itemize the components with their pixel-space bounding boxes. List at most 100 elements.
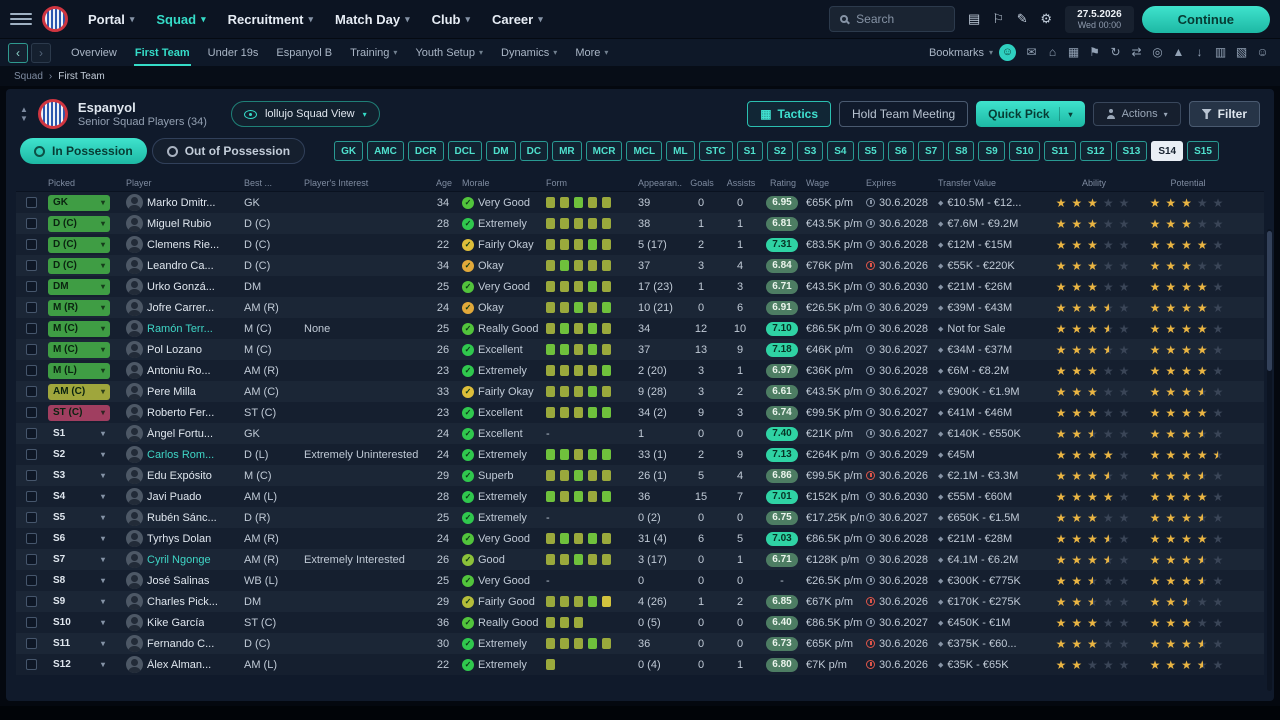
forward-button[interactable]: › bbox=[31, 42, 51, 63]
table-row[interactable]: S8 ▾ José Salinas WB (L) 25 ✓ Very Good -0 0 0- €2… bbox=[16, 570, 1264, 591]
row-checkbox[interactable] bbox=[26, 344, 37, 355]
table-row[interactable]: M (C) ▾ Ramón Terr... M (C) None 25 ✓ Really Go… bbox=[16, 318, 1264, 339]
club-vision-icon[interactable]: ⌂ bbox=[1043, 43, 1062, 62]
filter-s11[interactable]: S11 bbox=[1044, 141, 1076, 161]
player-name[interactable]: Charles Pick... bbox=[147, 595, 218, 608]
player-name[interactable]: Kike García bbox=[147, 616, 205, 629]
row-checkbox[interactable] bbox=[26, 659, 37, 670]
picked-position-dropdown[interactable]: DM ▾ bbox=[48, 278, 110, 295]
player-name[interactable]: Ángel Fortu... bbox=[147, 427, 214, 440]
filter-s13[interactable]: S13 bbox=[1115, 141, 1148, 161]
squad-view-dropdown[interactable]: lollujo Squad View ▾ bbox=[230, 101, 380, 127]
player-name[interactable]: Fernando C... bbox=[147, 637, 215, 650]
table-row[interactable]: S12 ▾ Àlex Alman... AM (L) 22 ✓ Extremely 0 (4)… bbox=[16, 654, 1264, 675]
filter-amc[interactable]: AMC bbox=[367, 141, 404, 161]
player-name[interactable]: Ramón Terr... bbox=[147, 322, 213, 335]
picked-position-dropdown[interactable]: M (C) ▾ bbox=[48, 320, 110, 337]
filter-s14[interactable]: S14 bbox=[1151, 141, 1184, 161]
col-header-rating[interactable]: Rating bbox=[769, 178, 796, 188]
flag-icon[interactable]: ⚐ bbox=[987, 8, 1009, 30]
filter-mcr[interactable]: MCR bbox=[585, 141, 623, 161]
table-row[interactable]: D (C) ▾ Clemens Rie... D (C) 22 ✓ Fairly Okay 5… bbox=[16, 234, 1264, 255]
row-checkbox[interactable] bbox=[26, 218, 37, 229]
subnav-first-team[interactable]: First Team bbox=[126, 40, 199, 66]
actions-dropdown[interactable]: Actions ▾ bbox=[1092, 102, 1181, 126]
picked-slot-dropdown[interactable]: S1 ▾ bbox=[53, 428, 105, 439]
bookmarks-dropdown[interactable]: Bookmarks ▾ bbox=[928, 46, 993, 59]
scrollbar-track[interactable] bbox=[1267, 229, 1272, 691]
filter-s2[interactable]: S2 bbox=[766, 141, 794, 161]
filter-gk[interactable]: GK bbox=[334, 141, 364, 161]
picked-slot-dropdown[interactable]: S10 ▾ bbox=[53, 617, 105, 628]
player-name[interactable]: José Salinas bbox=[147, 574, 210, 587]
subnav-youth-setup[interactable]: Youth Setup ▾ bbox=[406, 40, 492, 66]
refresh-icon[interactable]: ↻ bbox=[1106, 43, 1125, 62]
picked-position-dropdown[interactable]: AM (C) ▾ bbox=[48, 383, 110, 400]
row-checkbox[interactable] bbox=[26, 596, 37, 607]
row-checkbox[interactable] bbox=[26, 554, 37, 565]
picked-position-dropdown[interactable]: GK ▾ bbox=[48, 194, 110, 211]
edit-icon[interactable]: ✎ bbox=[1011, 8, 1033, 30]
nav-match-day[interactable]: Match Day ▾ bbox=[325, 6, 420, 33]
filter-s15[interactable]: S15 bbox=[1187, 141, 1219, 161]
picked-slot-dropdown[interactable]: S3 ▾ bbox=[53, 470, 105, 481]
nav-recruitment[interactable]: Recruitment ▾ bbox=[218, 6, 323, 33]
col-header-expires[interactable]: Expires bbox=[866, 178, 897, 188]
quick-pick-button[interactable]: Quick Pick ▾ bbox=[976, 101, 1085, 127]
row-checkbox[interactable] bbox=[26, 512, 37, 523]
player-name[interactable]: Cyril Ngonge bbox=[147, 553, 211, 566]
date-display[interactable]: 27.5.2026 Wed 00:00 bbox=[1065, 5, 1134, 33]
sort-arrows[interactable]: ▲ ▼ bbox=[20, 104, 28, 123]
table-row[interactable]: S10 ▾ Kike García ST (C) 36 ✓ Really Good 0 (5)… bbox=[16, 612, 1264, 633]
picked-position-dropdown[interactable]: D (C) ▾ bbox=[48, 215, 110, 232]
row-checkbox[interactable] bbox=[26, 239, 37, 250]
table-row[interactable]: S3 ▾ Edu Expósito M (C) 29 ✓ Superb 26 (1) 5 4 6.8… bbox=[16, 465, 1264, 486]
search-input[interactable]: Search bbox=[829, 6, 956, 32]
row-checkbox[interactable] bbox=[26, 260, 37, 271]
table-row[interactable]: AM (C) ▾ Pere Milla AM (C) 33 ✓ Fairly Okay 9 (… bbox=[16, 381, 1264, 402]
picked-slot-dropdown[interactable]: S11 ▾ bbox=[53, 638, 105, 649]
nav-career[interactable]: Career ▾ bbox=[482, 6, 553, 33]
col-header-goals[interactable]: Goals bbox=[690, 178, 714, 188]
picked-slot-dropdown[interactable]: S9 ▾ bbox=[53, 596, 105, 607]
filter-ml[interactable]: ML bbox=[666, 141, 695, 161]
table-row[interactable]: S5 ▾ Rubén Sánc... D (R) 25 ✓ Extremely -0 (2) 0… bbox=[16, 507, 1264, 528]
col-header-player[interactable]: Player bbox=[126, 178, 152, 188]
player-name[interactable]: Rubén Sánc... bbox=[147, 511, 217, 524]
table-row[interactable]: D (C) ▾ Leandro Ca... D (C) 34 ✓ Okay 37 3 4 6.84 €… bbox=[16, 255, 1264, 276]
download-icon[interactable]: ↓ bbox=[1190, 43, 1209, 62]
picked-position-dropdown[interactable]: M (R) ▾ bbox=[48, 299, 110, 316]
row-checkbox[interactable] bbox=[26, 323, 37, 334]
player-name[interactable]: Antoniu Ro... bbox=[147, 364, 211, 377]
row-checkbox[interactable] bbox=[26, 407, 37, 418]
row-checkbox[interactable] bbox=[26, 302, 37, 313]
subnav-training[interactable]: Training ▾ bbox=[341, 40, 406, 66]
picked-position-dropdown[interactable]: M (L) ▾ bbox=[48, 362, 110, 379]
player-name[interactable]: Àlex Alman... bbox=[147, 658, 212, 671]
filter-s9[interactable]: S9 bbox=[978, 141, 1005, 161]
table-row[interactable]: S1 ▾ Ángel Fortu... GK 24 ✓ Excellent -1 0 0 7.40 €… bbox=[16, 423, 1264, 444]
col-header-picked[interactable]: Picked bbox=[48, 178, 76, 188]
col-header-assists[interactable]: Assists bbox=[726, 178, 756, 188]
picked-slot-dropdown[interactable]: S7 ▾ bbox=[53, 554, 105, 565]
player-name[interactable]: Clemens Rie... bbox=[147, 238, 220, 251]
row-checkbox[interactable] bbox=[26, 638, 37, 649]
back-button[interactable]: ‹ bbox=[8, 42, 28, 63]
row-checkbox[interactable] bbox=[26, 449, 37, 460]
col-header-best[interactable]: Best ... bbox=[244, 178, 273, 188]
filter-s6[interactable]: S6 bbox=[887, 141, 914, 161]
col-header-apps[interactable]: Appearan... bbox=[638, 178, 682, 188]
subnav-overview[interactable]: Overview bbox=[62, 40, 126, 66]
picked-position-dropdown[interactable]: D (C) ▾ bbox=[48, 236, 110, 253]
player-name[interactable]: Miguel Rubio bbox=[147, 217, 212, 230]
filter-s4[interactable]: S4 bbox=[827, 141, 854, 161]
row-checkbox[interactable] bbox=[26, 575, 37, 586]
filter-s8[interactable]: S8 bbox=[948, 141, 975, 161]
table-row[interactable]: S6 ▾ Tyrhys Dolan AM (R) 24 ✓ Very Good 31 (4) 6… bbox=[16, 528, 1264, 549]
filter-dcr[interactable]: DCR bbox=[407, 141, 444, 161]
subnav-dynamics[interactable]: Dynamics ▾ bbox=[492, 40, 566, 66]
settings-icon[interactable]: ⚙ bbox=[1035, 8, 1057, 30]
scrollbar-thumb[interactable] bbox=[1267, 231, 1272, 371]
league-icon[interactable]: ▧ bbox=[1232, 43, 1251, 62]
table-row[interactable]: S2 ▾ Carlos Rom... D (L) Extremely Uninteres… bbox=[16, 444, 1264, 465]
